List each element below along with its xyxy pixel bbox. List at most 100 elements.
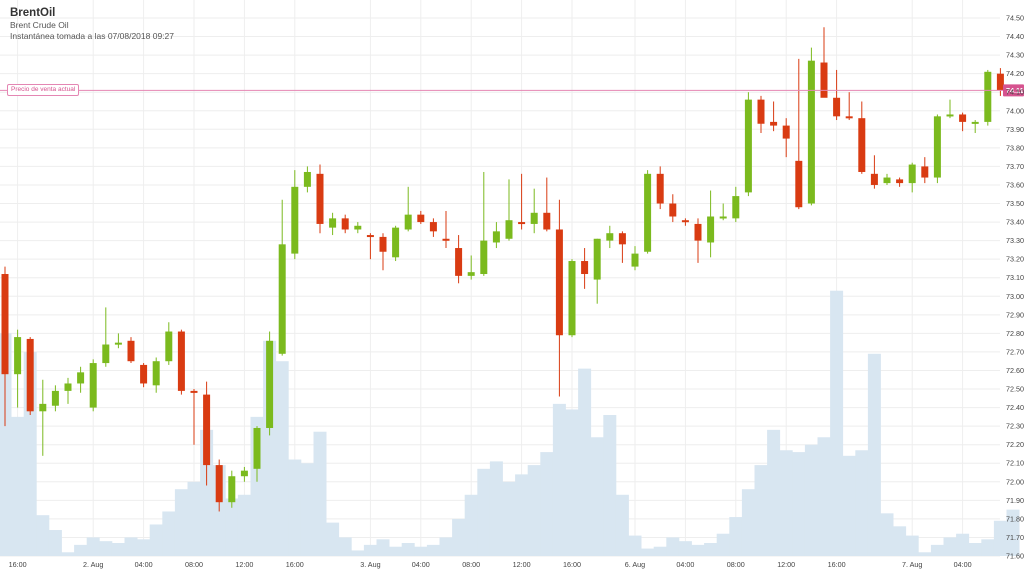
volume-bar xyxy=(162,511,176,556)
y-tick-label: 72.90 xyxy=(1006,310,1024,319)
candle-up xyxy=(807,47,815,206)
volume-bar xyxy=(74,544,88,556)
volume-bar xyxy=(918,552,932,556)
candle-body xyxy=(946,114,954,117)
volume-bar xyxy=(502,481,516,556)
chart-header: BrentOil Brent Crude Oil Instantánea tom… xyxy=(10,6,174,42)
candle-body xyxy=(77,372,85,384)
x-tick-label: 12:00 xyxy=(513,560,531,569)
instrument-title: BrentOil xyxy=(10,7,56,19)
x-tick-label: 04:00 xyxy=(135,560,153,569)
candle-body xyxy=(165,331,173,362)
candle-up xyxy=(719,203,727,221)
candle-body xyxy=(618,233,626,245)
candle-up xyxy=(971,120,979,134)
candle-up xyxy=(102,307,110,367)
candle-down xyxy=(190,389,198,445)
candle-up xyxy=(39,379,47,456)
volume-bar xyxy=(124,537,138,556)
candle-down xyxy=(845,92,853,121)
volume-bar xyxy=(11,416,25,556)
volume-bar xyxy=(477,468,491,556)
y-tick-label: 71.70 xyxy=(1006,533,1024,542)
volume-bar xyxy=(313,431,327,556)
x-tick-label: 2. Aug xyxy=(83,560,103,569)
candle-up xyxy=(77,366,85,393)
candle-body xyxy=(316,173,324,224)
volume-bar xyxy=(704,543,718,556)
volume-bar xyxy=(867,353,881,556)
instrument-subtitle: Brent Crude Oil xyxy=(10,20,69,31)
candle-up xyxy=(253,426,261,482)
candle-body xyxy=(770,121,778,126)
candle-body xyxy=(240,470,248,477)
candle-body xyxy=(354,225,362,230)
volume-bar xyxy=(48,530,62,556)
candle-body xyxy=(732,196,740,219)
candle-body xyxy=(631,253,639,267)
y-tick-label: 71.90 xyxy=(1006,496,1024,505)
candle-down xyxy=(870,155,878,189)
candle-body xyxy=(518,222,526,225)
candle-body xyxy=(707,216,715,243)
candle-body xyxy=(757,99,765,124)
candle-up xyxy=(228,470,236,508)
candle-body xyxy=(455,248,463,276)
candle-up xyxy=(467,255,475,280)
x-tick-label: 16:00 xyxy=(563,560,581,569)
y-tick-label: 74.00 xyxy=(1006,106,1024,115)
candle-body xyxy=(555,229,563,336)
y-tick-label: 71.60 xyxy=(1006,552,1024,561)
candle-body xyxy=(833,97,841,117)
candle-down xyxy=(921,157,929,184)
y-tick-label: 71.80 xyxy=(1006,514,1024,523)
candle-body xyxy=(883,177,891,184)
candle-down xyxy=(555,199,563,397)
volume-bar xyxy=(237,494,251,556)
candle-body xyxy=(719,216,727,219)
volume-bar xyxy=(565,409,579,556)
candle-body xyxy=(89,363,97,408)
candle-down xyxy=(379,233,387,271)
candle-body xyxy=(366,235,374,238)
y-tick-label: 73.60 xyxy=(1006,180,1024,189)
candle-down xyxy=(694,218,702,263)
x-tick-label: 08:00 xyxy=(462,560,480,569)
x-tick-label: 04:00 xyxy=(954,560,972,569)
x-tick-label: 7. Aug xyxy=(902,560,922,569)
y-tick-label: 74.30 xyxy=(1006,51,1024,60)
candle-body xyxy=(102,344,110,364)
current-price-value: 74.11 xyxy=(1006,86,1024,95)
candle-up xyxy=(530,188,538,234)
candle-body xyxy=(329,218,337,228)
candle-down xyxy=(782,118,790,158)
candle-up xyxy=(744,92,752,197)
volume-bar xyxy=(930,544,944,556)
candle-body xyxy=(140,364,148,384)
volume-bar xyxy=(1006,509,1020,556)
candle-body xyxy=(669,203,677,217)
volume-bar xyxy=(981,539,995,556)
volume-bar xyxy=(149,524,163,556)
volume-bar xyxy=(552,403,566,556)
volume-bar xyxy=(527,465,541,556)
y-tick-label: 73.40 xyxy=(1006,218,1024,227)
candle-up xyxy=(933,114,941,184)
candle-up xyxy=(593,238,601,304)
y-tick-label: 73.50 xyxy=(1006,199,1024,208)
candle-body xyxy=(215,465,223,503)
x-tick-label: 3. Aug xyxy=(360,560,380,569)
volume-bar xyxy=(993,520,1007,556)
volume-bar xyxy=(452,518,466,556)
candle-body xyxy=(303,171,311,187)
candle-body xyxy=(505,220,513,239)
y-tick-label: 72.70 xyxy=(1006,347,1024,356)
candle-up xyxy=(732,186,740,223)
candlesticks xyxy=(1,27,1004,512)
x-tick-label: 04:00 xyxy=(676,560,694,569)
candle-down xyxy=(858,101,866,174)
y-tick-label: 74.20 xyxy=(1006,69,1024,78)
candle-up xyxy=(631,246,639,271)
candle-body xyxy=(795,160,803,208)
candle-body xyxy=(908,164,916,184)
